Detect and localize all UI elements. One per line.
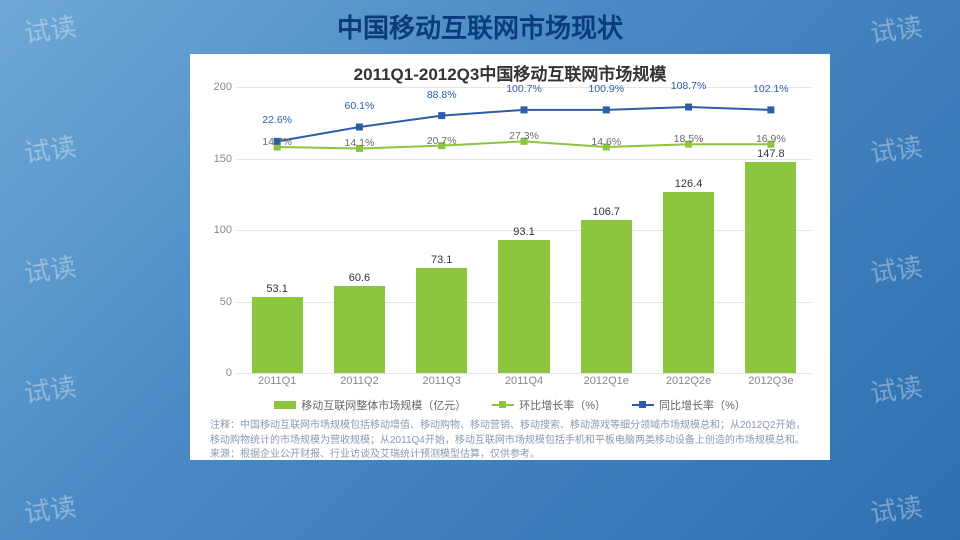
bar-value-label: 60.6	[349, 272, 370, 284]
legend-label: 同比增长率（%）	[659, 397, 746, 413]
x-tick-label: 2012Q3e	[748, 375, 793, 387]
bar	[416, 268, 467, 373]
watermark: 试读	[22, 367, 79, 411]
plot: 53.1 60.6 73.1 93.1 106.7 126.4 147.8 14.7% 14.1…	[236, 87, 812, 373]
marker-yoy	[356, 124, 363, 131]
slide-title: 中国移动互联网市场现状	[0, 8, 960, 45]
line-value-label: 88.8%	[427, 89, 457, 101]
watermark: 试读	[868, 367, 925, 411]
legend-item: 同比增长率（%）	[632, 397, 746, 413]
x-tick-label: 2011Q1	[258, 375, 296, 387]
line-value-label: 100.7%	[506, 83, 542, 95]
footnote-line: 来源：根据企业公开财报、行业访谈及艾瑞统计预测模型估算，仅供参考。	[210, 448, 810, 463]
x-tick-label: 2011Q2	[340, 375, 378, 387]
bar	[334, 286, 385, 373]
chart-area: 050100150200 53.160.673.193.1106.7126.41…	[236, 87, 812, 393]
chart-panel: 2011Q1-2012Q3中国移动互联网市场规模 0 50 100 150 200 53…	[190, 54, 830, 460]
legend-label: 环比增长率（%）	[519, 397, 606, 413]
bar-value-label: 126.4	[675, 178, 703, 190]
bar-value-label: 147.8	[757, 148, 785, 160]
x-tick-label: 2012Q2e	[666, 375, 711, 387]
chart-title: 2011Q1-2012Q3中国移动互联网市场规模	[190, 54, 830, 87]
watermark: 试读	[868, 127, 925, 171]
line-value-label: 16.9%	[756, 133, 786, 145]
gridline	[236, 373, 812, 374]
y-tick: 0	[226, 367, 232, 379]
bar	[581, 220, 632, 373]
x-tick-label: 2011Q3	[423, 375, 461, 387]
y-tick: 50	[220, 296, 232, 308]
legend: 移动互联网整体市场规模（亿元） 环比增长率（%） 同比增长率（%）	[190, 393, 830, 413]
watermark: 试读	[868, 487, 925, 531]
legend-swatch	[492, 404, 514, 406]
line-value-label: 20.7%	[427, 135, 457, 147]
bar-value-label: 106.7	[593, 206, 621, 218]
footnote-line: 注释：中国移动互联网市场规模包括移动增值、移动购物、移动营销、移动搜索、移动游戏…	[210, 419, 810, 448]
line-value-label: 102.1%	[753, 83, 789, 95]
x-tick-label: 2012Q1e	[584, 375, 629, 387]
y-tick: 150	[214, 153, 232, 165]
line-value-label: 14.1%	[345, 138, 375, 150]
watermark: 试读	[22, 127, 79, 171]
watermark: 试读	[868, 247, 925, 291]
bar	[663, 192, 714, 373]
legend-swatch	[632, 404, 654, 406]
bar	[252, 297, 303, 373]
marker-yoy	[438, 112, 445, 119]
legend-item: 移动互联网整体市场规模（亿元）	[274, 397, 466, 413]
y-tick: 200	[214, 81, 232, 93]
legend-label: 移动互联网整体市场规模（亿元）	[301, 397, 466, 413]
line-value-label: 60.1%	[345, 100, 375, 112]
line-value-label: 14.6%	[591, 136, 621, 148]
bar-value-label: 53.1	[266, 283, 287, 295]
bar	[745, 162, 796, 373]
watermark: 试读	[22, 247, 79, 291]
line-value-label: 18.5%	[674, 133, 704, 145]
line-value-label: 100.9%	[588, 83, 624, 95]
watermark: 试读	[22, 487, 79, 531]
legend-swatch	[274, 401, 296, 409]
y-axis: 050100150200	[196, 87, 232, 373]
line-value-label: 108.7%	[671, 80, 707, 92]
y-tick: 100	[214, 224, 232, 236]
marker-yoy	[521, 106, 528, 113]
marker-yoy	[603, 106, 610, 113]
slide: 试读 试读 试读 试读 试读 试读 试读 试读 试读 试读 中国移动互联网市场现…	[0, 0, 960, 540]
line-value-label: 14.7%	[262, 136, 292, 148]
bar-value-label: 73.1	[431, 254, 452, 266]
gridline	[236, 159, 812, 160]
line-value-label: 27.3%	[509, 131, 539, 143]
marker-yoy	[767, 106, 774, 113]
legend-item: 环比增长率（%）	[492, 397, 606, 413]
bar-value-label: 93.1	[513, 226, 534, 238]
line-value-label: 22.6%	[262, 115, 292, 127]
marker-yoy	[685, 104, 692, 111]
x-axis: 2011Q1 2011Q2 2011Q3 2011Q4 2012Q1e 2012Q2e 20…	[236, 375, 812, 393]
bar	[498, 240, 549, 373]
x-tick-label: 2011Q4	[505, 375, 543, 387]
footnote: 注释：中国移动互联网市场规模包括移动增值、移动购物、移动营销、移动搜索、移动游戏…	[190, 413, 830, 463]
